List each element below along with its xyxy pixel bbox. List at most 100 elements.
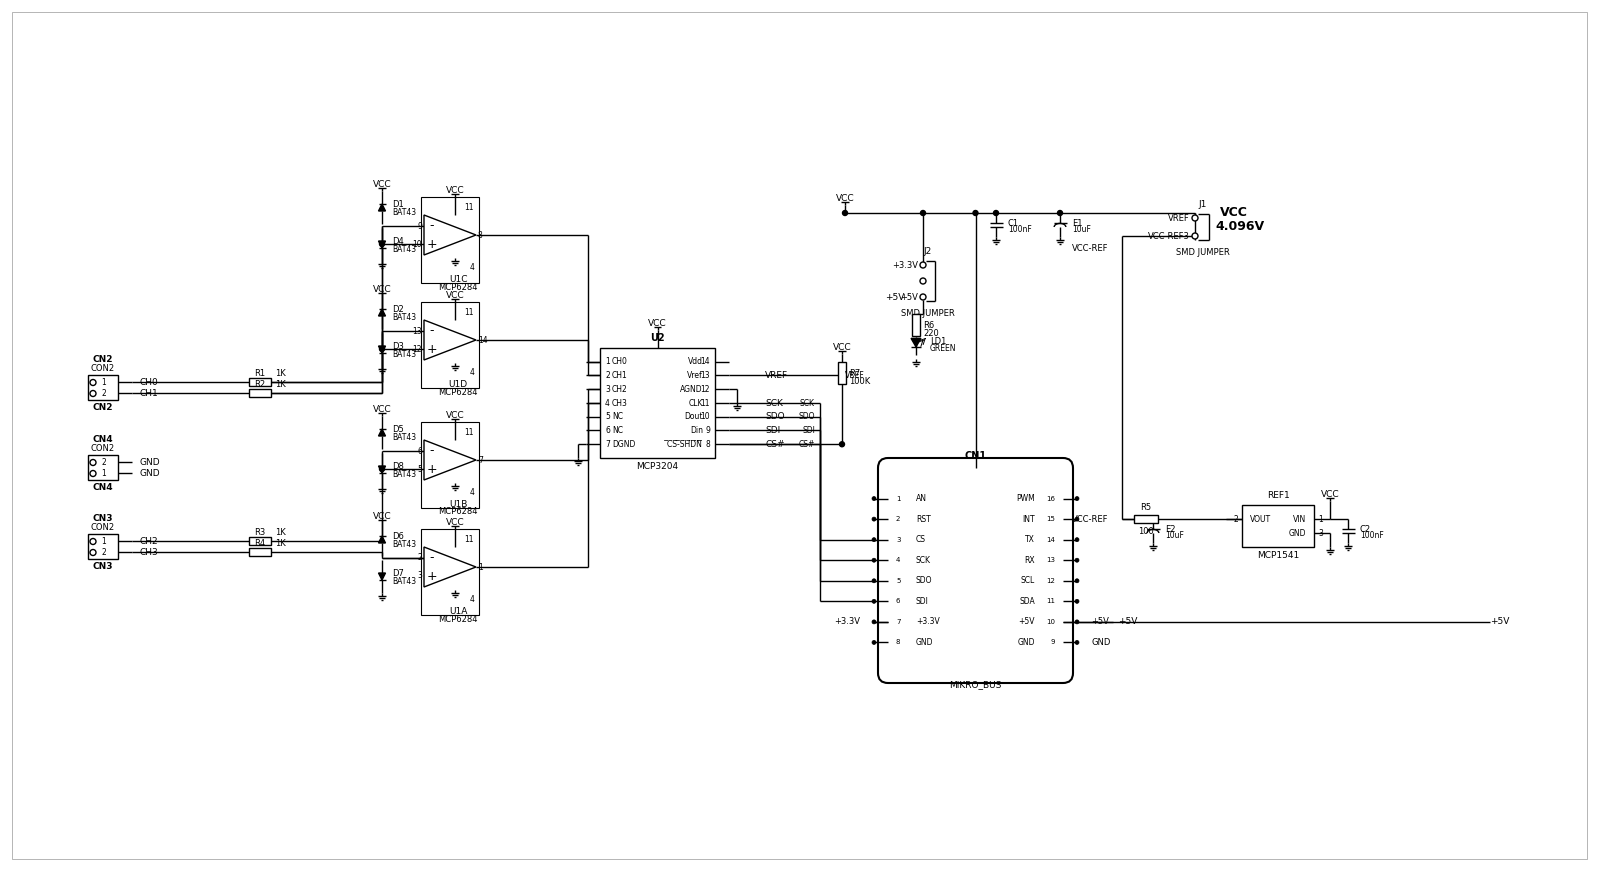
Text: VCC: VCC [373,180,392,189]
Text: CON2: CON2 [91,444,115,453]
Text: 7: 7 [478,456,483,464]
Text: 4: 4 [469,262,473,272]
Text: GND: GND [1091,638,1110,647]
Text: CH2: CH2 [612,385,628,394]
Text: CH3: CH3 [141,548,158,557]
Text: 1: 1 [1318,515,1322,523]
Text: 11: 11 [464,535,473,544]
Text: 3: 3 [417,571,422,580]
Text: 12: 12 [413,345,422,354]
Text: GND: GND [916,638,934,647]
Text: +3.3V: +3.3V [892,260,918,269]
Text: 11: 11 [464,428,473,436]
Text: MCP6284: MCP6284 [438,282,478,292]
Text: CN2: CN2 [93,355,114,364]
Text: SCK: SCK [916,556,931,564]
Text: CH1: CH1 [141,389,158,398]
Text: VCC: VCC [373,285,392,294]
Text: 11: 11 [700,399,710,408]
Text: BAT43: BAT43 [392,470,416,479]
Text: SMD JUMPER: SMD JUMPER [1177,247,1230,256]
Circle shape [871,640,876,645]
Text: 5: 5 [895,577,900,584]
Text: E1: E1 [1071,219,1083,227]
Circle shape [90,380,96,386]
Polygon shape [424,547,477,587]
Circle shape [839,442,844,447]
Bar [838,362,846,384]
Text: D2: D2 [392,305,405,314]
Text: -: - [430,444,435,457]
Text: D5: D5 [392,425,405,434]
Text: 13: 13 [413,327,422,335]
Text: D7: D7 [392,569,405,578]
Circle shape [1075,517,1079,521]
Text: 1K: 1K [275,528,286,537]
Text: SCL: SCL [1020,577,1035,585]
Text: R2: R2 [254,380,265,389]
Text: SDO: SDO [916,577,932,585]
Text: CH1: CH1 [612,371,628,380]
Text: ̅C̅S̅-̅S̅H̅D̅N̅: ̅C̅S̅-̅S̅H̅D̅N̅ [668,440,704,449]
Text: CN4: CN4 [93,483,114,492]
Circle shape [1057,211,1062,215]
Polygon shape [911,338,921,347]
Text: GND: GND [141,469,160,478]
Text: VIN: VIN [1292,515,1306,523]
Bar [421,197,480,283]
Circle shape [871,496,876,501]
Text: AGND: AGND [681,385,704,394]
Text: 2: 2 [102,458,107,467]
Text: MCP3204: MCP3204 [636,462,678,470]
Circle shape [90,538,96,544]
Text: VCC: VCC [446,518,464,527]
Text: 9: 9 [1051,639,1055,645]
Text: 1: 1 [895,496,900,502]
Text: BAT43: BAT43 [392,350,416,359]
Circle shape [1075,558,1079,562]
Text: SCK: SCK [764,399,784,408]
Text: 13: 13 [1046,557,1055,564]
Bar [249,389,270,397]
Circle shape [871,537,876,542]
Text: 3: 3 [604,385,609,394]
Text: 6: 6 [417,447,422,456]
Text: CH2: CH2 [141,537,158,546]
Text: R5: R5 [1140,503,1151,511]
Circle shape [379,241,384,246]
Text: 10: 10 [700,412,710,422]
Circle shape [993,211,998,215]
Circle shape [919,278,926,284]
Text: 6: 6 [895,598,900,604]
Text: DGND: DGND [612,440,635,449]
Text: 100nF: 100nF [1007,225,1031,233]
Text: BAT43: BAT43 [392,208,416,217]
Text: R1: R1 [254,369,265,378]
Text: VCC: VCC [373,512,392,521]
Bar [88,375,118,401]
Text: -: - [430,551,435,564]
Bar [421,529,480,615]
Text: 7: 7 [604,440,609,449]
Polygon shape [379,346,385,353]
Text: CH3: CH3 [612,399,628,408]
Circle shape [90,470,96,476]
Text: Din: Din [691,426,704,435]
Text: MCP6284: MCP6284 [438,508,478,517]
Circle shape [871,578,876,583]
Bar [88,456,118,481]
Text: R4: R4 [254,539,265,548]
Text: +5V: +5V [1019,618,1035,626]
Text: +5V: +5V [1118,618,1137,626]
Text: U1C: U1C [449,274,467,283]
Text: 1: 1 [102,378,107,387]
Text: VREF: VREF [764,371,788,380]
Text: SDI: SDI [803,426,815,435]
Text: NC: NC [612,426,624,435]
Text: 2: 2 [102,548,107,557]
Text: U1D: U1D [448,380,467,388]
Text: MCP1541: MCP1541 [1257,550,1298,559]
Text: CS: CS [916,535,926,544]
Text: SDA: SDA [1019,597,1035,606]
Text: +3.3V: +3.3V [835,618,860,626]
